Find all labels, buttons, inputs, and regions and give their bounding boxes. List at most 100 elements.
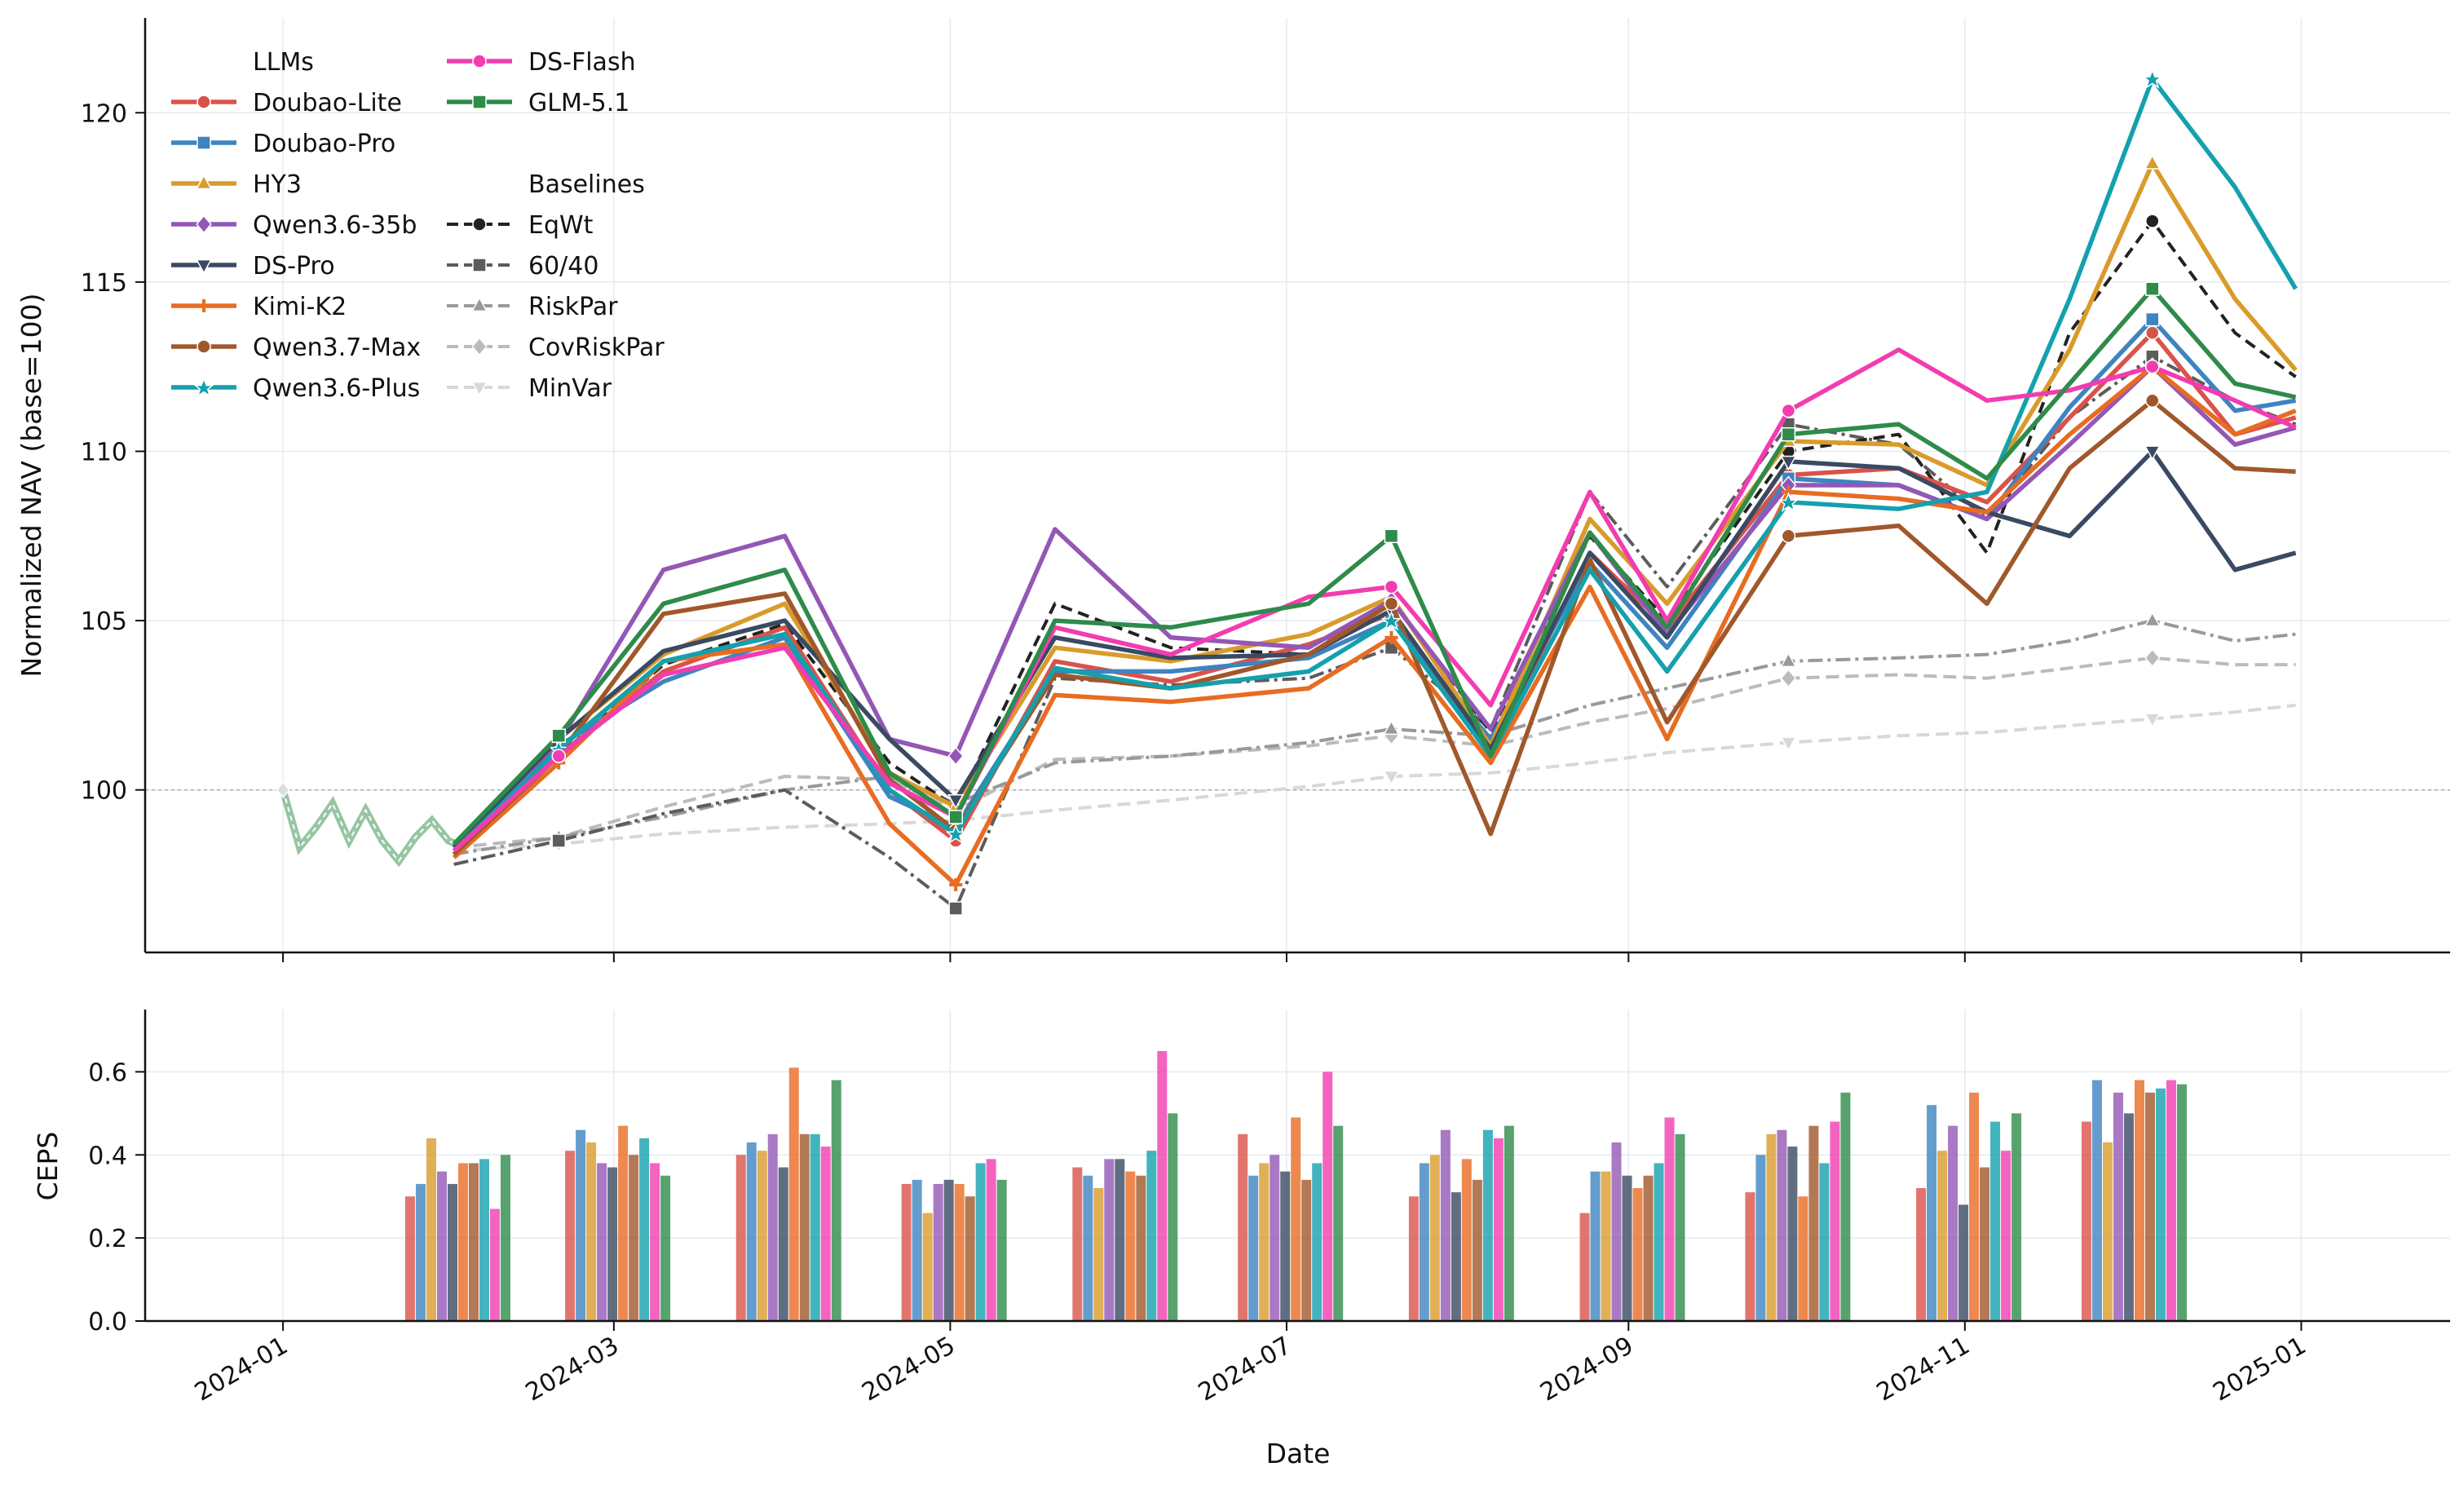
point-ds-flash	[2145, 359, 2160, 374]
bar-glm-5-1-2024-09-30	[1840, 1092, 1851, 1321]
bar-qwen3-7-max-2024-11-30	[2144, 1092, 2155, 1321]
bar-glm-5-1-2024-02-29	[660, 1175, 671, 1321]
point-qwen3-7-max	[1384, 596, 1399, 612]
bar-ds-flash-2024-04-30	[986, 1159, 996, 1321]
ceps-y-tick-label: 0.0	[88, 1308, 127, 1337]
nav-line-plot	[276, 68, 2298, 916]
bar-ds-flash-2024-08-31	[1664, 1117, 1675, 1321]
bar-ds-flash-2024-02-29	[650, 1163, 660, 1321]
bar-ds-flash-2024-11-30	[2166, 1080, 2176, 1321]
bar-qwen3-6-35b-2024-09-30	[1777, 1129, 1787, 1321]
legend-marker-ds-flash	[472, 54, 487, 68]
bar-qwen3-6-35b-2024-07-31	[1440, 1129, 1451, 1321]
bar-qwen3-7-max-2024-03-31	[799, 1133, 810, 1321]
x-tick-label-2024-09: 2024-09	[1535, 1332, 1638, 1407]
series-line-kimi-k2	[452, 364, 2297, 887]
legend-label-doubao-pro: Doubao-Pro	[253, 130, 395, 158]
legend-marker-60-40	[472, 258, 487, 272]
series-line-eqwt	[453, 219, 2297, 856]
bar-doubao-lite-2024-01-31	[404, 1196, 415, 1321]
point-glm-5-1	[1384, 528, 1399, 544]
legend-title-llms: LLMs	[253, 48, 314, 77]
point-glm-5-1	[948, 810, 963, 824]
nav-y-tick-label: 100	[81, 777, 127, 806]
ceps-bar-plot	[404, 1050, 2187, 1321]
point-glm-5-1	[1781, 426, 1796, 442]
bar-hy3-2024-09-30	[1766, 1133, 1777, 1321]
point-ds-flash	[1781, 403, 1796, 418]
bar-doubao-lite-2024-06-30	[1238, 1133, 1248, 1321]
point-qwen3-6-plus	[1381, 610, 1402, 631]
bar-kimi-k2-2024-07-31	[1461, 1159, 1472, 1321]
bar-doubao-lite-2024-09-30	[1745, 1192, 1755, 1321]
bar-ds-pro-2024-06-30	[1280, 1171, 1291, 1321]
bar-qwen3-6-plus-2024-01-31	[479, 1159, 489, 1321]
series-line-ds-pro	[452, 448, 2297, 850]
bar-qwen3-6-plus-2024-09-30	[1819, 1163, 1830, 1321]
bar-doubao-lite-2024-07-31	[1408, 1196, 1419, 1321]
bar-qwen3-6-35b-2024-11-30	[2113, 1092, 2123, 1321]
bar-doubao-pro-2024-05-31	[1083, 1175, 1093, 1321]
bar-hy3-2024-02-29	[586, 1142, 597, 1321]
bar-kimi-k2-2024-09-30	[1798, 1196, 1808, 1321]
legend-label-qwen3-7-max: Qwen3.7-Max	[253, 334, 421, 362]
point-doubao-lite	[2145, 325, 2160, 340]
bar-qwen3-7-max-2024-10-31	[1980, 1167, 1990, 1321]
bar-doubao-lite-2024-10-31	[1916, 1188, 1927, 1321]
point-qwen3-6-plus	[1777, 492, 1799, 512]
point-ds-pro	[2144, 445, 2161, 461]
warmup-start-marker	[276, 781, 290, 798]
bar-hy3-2024-05-31	[1093, 1188, 1104, 1321]
point-doubao-pro	[2145, 311, 2160, 327]
x-tick-label-2024-01: 2024-01	[190, 1332, 293, 1407]
bar-qwen3-7-max-2024-05-31	[1136, 1175, 1146, 1321]
bar-kimi-k2-2024-08-31	[1632, 1188, 1643, 1321]
bar-doubao-pro-2024-09-30	[1755, 1155, 1766, 1321]
legend-label-ds-pro: DS-Pro	[253, 252, 335, 281]
point-qwen3-6-35b	[947, 746, 964, 766]
legend-label-doubao-lite: Doubao-Lite	[253, 89, 402, 117]
bar-hy3-2024-06-30	[1259, 1163, 1270, 1321]
legend-label-qwen3-6-35b: Qwen3.6-35b	[253, 211, 417, 240]
bar-doubao-pro-2024-01-31	[415, 1183, 426, 1321]
point-minvar	[2144, 713, 2161, 728]
bar-qwen3-6-plus-2024-06-30	[1312, 1163, 1323, 1321]
bar-qwen3-6-35b-2024-04-30	[933, 1183, 943, 1321]
bar-kimi-k2-2024-03-31	[788, 1067, 799, 1321]
point-ds-pro	[947, 794, 965, 810]
bar-ds-flash-2024-09-30	[1830, 1121, 1840, 1321]
point-riskpar	[2144, 611, 2161, 627]
bar-ds-pro-2024-04-30	[943, 1179, 954, 1321]
bar-glm-5-1-2024-06-30	[1333, 1125, 1344, 1321]
legend-marker-eqwt	[472, 217, 487, 232]
bar-kimi-k2-2024-05-31	[1125, 1171, 1136, 1321]
series-line-ds-flash	[452, 347, 2297, 853]
bar-doubao-pro-2024-10-31	[1927, 1105, 1937, 1321]
legend-marker-kimi-k2	[197, 299, 210, 312]
point-qwen3-7-max	[2145, 393, 2160, 408]
point-qwen3-6-plus	[2142, 68, 2163, 89]
bar-hy3-2024-01-31	[426, 1138, 436, 1321]
bar-qwen3-7-max-2024-01-31	[468, 1163, 479, 1321]
point-60-40	[551, 833, 566, 848]
bar-kimi-k2-2024-04-30	[954, 1183, 965, 1321]
point-ds-flash	[551, 749, 566, 763]
point-ds-pro	[1780, 455, 1797, 471]
bar-doubao-pro-2024-07-31	[1419, 1163, 1429, 1321]
warmup-series-inner-line	[282, 789, 466, 863]
nav-y-tick-label: 110	[81, 438, 127, 466]
bar-qwen3-6-35b-2024-06-30	[1270, 1155, 1280, 1321]
bar-ds-flash-2024-06-30	[1323, 1071, 1333, 1321]
legend-marker-riskpar	[470, 296, 488, 312]
legend-label-hy3: HY3	[253, 170, 302, 199]
bar-doubao-lite-2024-08-31	[1579, 1213, 1590, 1321]
date-x-axis-title: Date	[1266, 1438, 1331, 1469]
x-tick-label-2024-11: 2024-11	[1872, 1332, 1975, 1407]
legend-marker-doubao-pro	[197, 135, 211, 150]
bar-ds-flash-2024-10-31	[2001, 1151, 2011, 1321]
bar-ds-pro-2024-09-30	[1787, 1147, 1798, 1321]
x-tick-label-2024-03: 2024-03	[521, 1332, 624, 1407]
bar-kimi-k2-2024-06-30	[1291, 1117, 1301, 1321]
bar-qwen3-6-plus-2024-04-30	[975, 1163, 986, 1321]
legend-marker-qwen3-6-35b	[196, 214, 212, 234]
